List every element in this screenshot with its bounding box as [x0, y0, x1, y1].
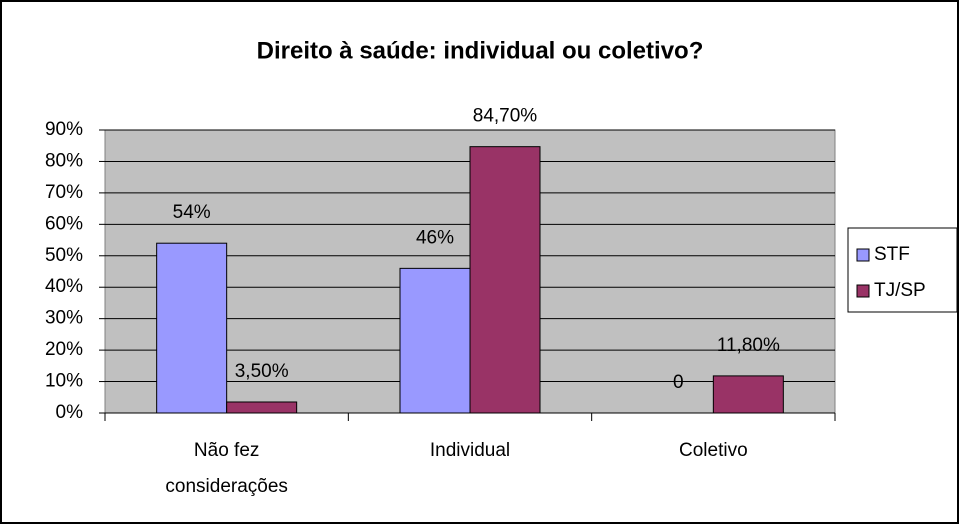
legend-label: STF [874, 244, 910, 265]
data-label: 84,70% [473, 106, 538, 127]
y-tick-label: 40% [45, 276, 83, 297]
data-label: 3,50% [235, 361, 289, 382]
bar [156, 242, 228, 414]
y-tick-label: 30% [45, 308, 83, 329]
x-tick-label: Coletivo [679, 440, 748, 461]
y-tick-label: 60% [45, 213, 83, 234]
y-tick-label: 50% [45, 245, 83, 266]
y-tick-label: 10% [45, 371, 83, 392]
bar [712, 375, 784, 414]
y-tick-label: 20% [45, 339, 83, 360]
y-tick-label: 0% [56, 402, 84, 423]
data-label: 46% [416, 227, 454, 248]
legend-box [847, 227, 958, 313]
legend-swatch [856, 284, 870, 298]
data-label: 11,80% [717, 335, 780, 356]
bar [469, 146, 541, 414]
y-tick-label: 80% [45, 150, 83, 171]
y-tick-label: 90% [45, 119, 83, 140]
chart-title: Direito à saúde: individual ou coletivo? [257, 37, 704, 64]
x-tick-label: Não fez considerações [165, 440, 288, 497]
legend-label: TJ/SP [874, 280, 926, 301]
y-tick-label: 70% [45, 182, 83, 203]
legend-swatch [856, 248, 870, 262]
bar [226, 401, 298, 414]
data-label: 0 [673, 372, 684, 393]
data-label: 54% [173, 202, 211, 223]
bar [399, 267, 471, 414]
x-tick-label: Individual [429, 440, 511, 461]
